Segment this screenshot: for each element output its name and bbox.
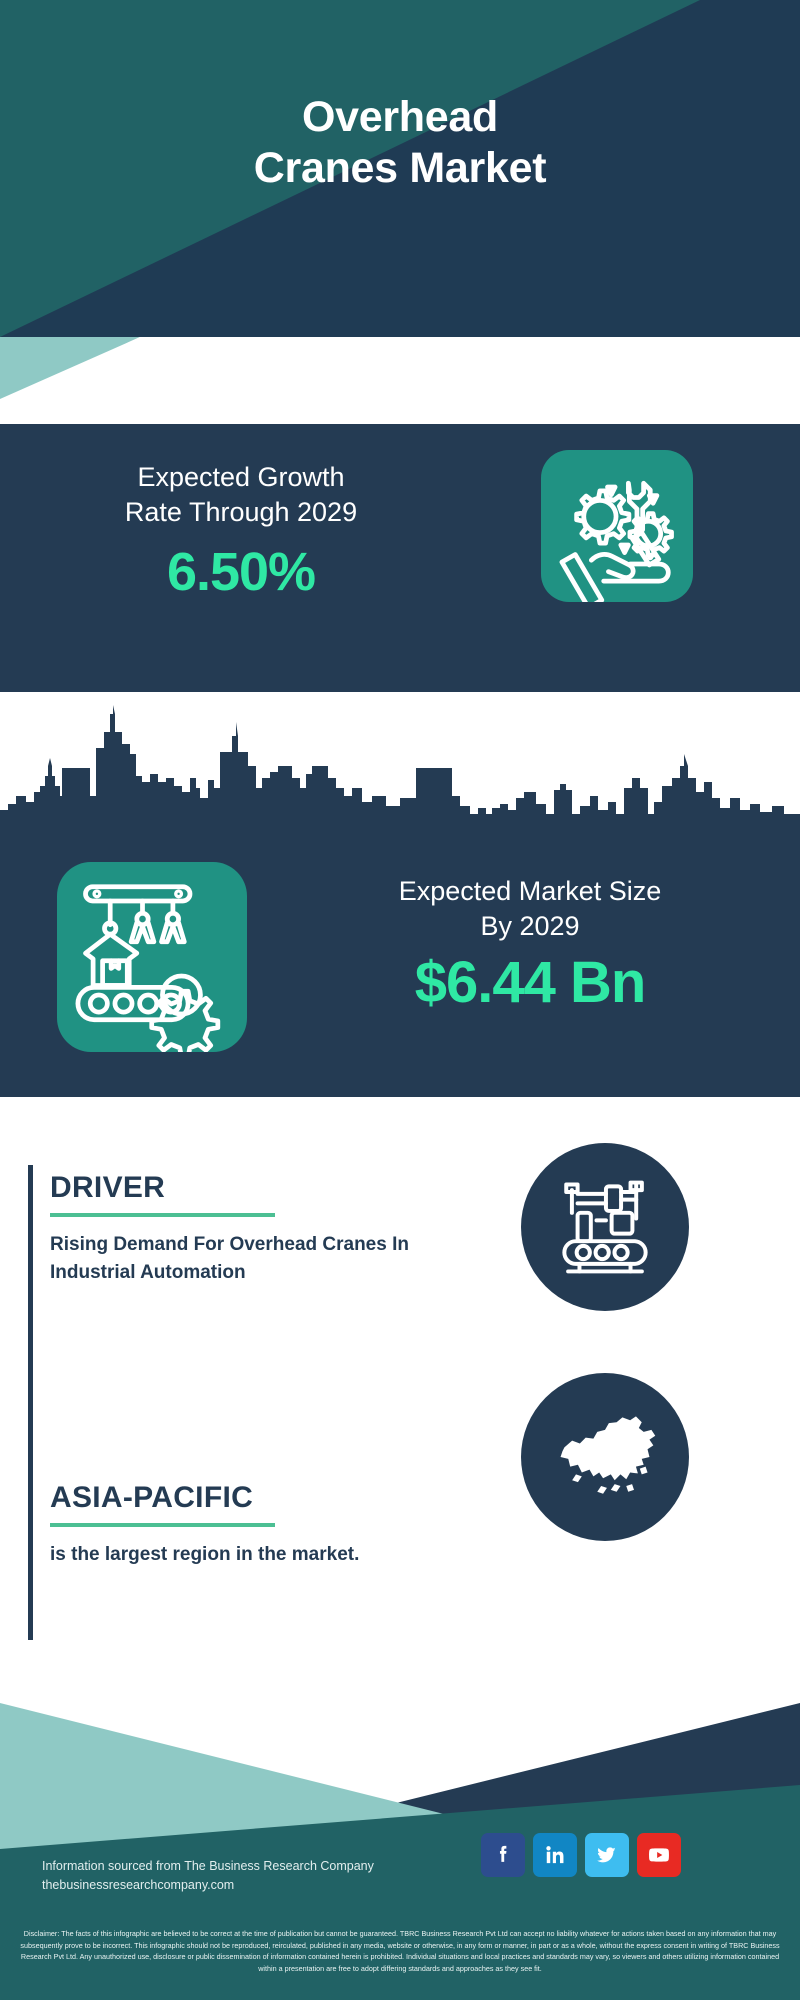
driver-title: DRIVER <box>50 1171 166 1204</box>
page-title: Overhead Cranes Market <box>253 93 547 192</box>
growth-rate-text-group: Expected Growth Rate Through 2029 6.50% <box>26 460 456 603</box>
social-links <box>481 1833 681 1877</box>
driver-body: Rising Demand For Overhead Cranes In Ind… <box>50 1234 409 1283</box>
market-size-text-group: Expected Market Size By 2029 $6.44 Bn <box>285 874 775 1016</box>
region-body: is the largest region in the market. <box>50 1544 360 1565</box>
disclaimer-text: Disclaimer: The facts of this infographi… <box>0 1920 800 2000</box>
youtube-icon[interactable] <box>637 1833 681 1877</box>
industrial-machine-circle-icon <box>521 1143 689 1311</box>
driver-rule <box>50 1213 275 1217</box>
linkedin-icon[interactable] <box>533 1833 577 1877</box>
city-skyline-silhouette <box>0 692 800 819</box>
growth-rate-label: Expected Growth Rate Through 2029 <box>124 462 358 527</box>
driver-accent-bar <box>28 1165 33 1415</box>
header-white-band <box>0 337 800 403</box>
market-size-value: $6.44 Bn <box>414 950 647 1016</box>
hand-holding-gears-wrench-icon <box>541 450 693 602</box>
region-accent-bar <box>28 1385 33 1640</box>
twitter-icon[interactable] <box>585 1833 629 1877</box>
growth-rate-panel: Expected Growth Rate Through 2029 6.50% <box>0 424 800 692</box>
footer-graphics: Information sourced from The Business Re… <box>0 1681 800 1920</box>
insights-section: DRIVER Rising Demand For Overhead Cranes… <box>0 1097 800 1681</box>
header-banner: Overhead Cranes Market <box>0 0 800 337</box>
region-block: ASIA-PACIFIC is the largest region in th… <box>50 1481 410 1569</box>
footer-credit: Information sourced from The Business Re… <box>42 1859 374 1893</box>
driver-block: DRIVER Rising Demand For Overhead Cranes… <box>50 1171 410 1286</box>
market-size-panel: Expected Market Size By 2029 $6.44 Bn <box>0 819 800 1097</box>
asia-map-circle-icon <box>521 1373 689 1541</box>
overhead-crane-conveyor-gear-icon <box>57 862 247 1052</box>
growth-rate-value: 6.50% <box>166 542 316 603</box>
region-title: ASIA-PACIFIC <box>50 1481 254 1514</box>
region-rule <box>50 1523 275 1527</box>
facebook-icon[interactable] <box>481 1833 525 1877</box>
market-size-label: Expected Market Size By 2029 <box>398 876 662 941</box>
